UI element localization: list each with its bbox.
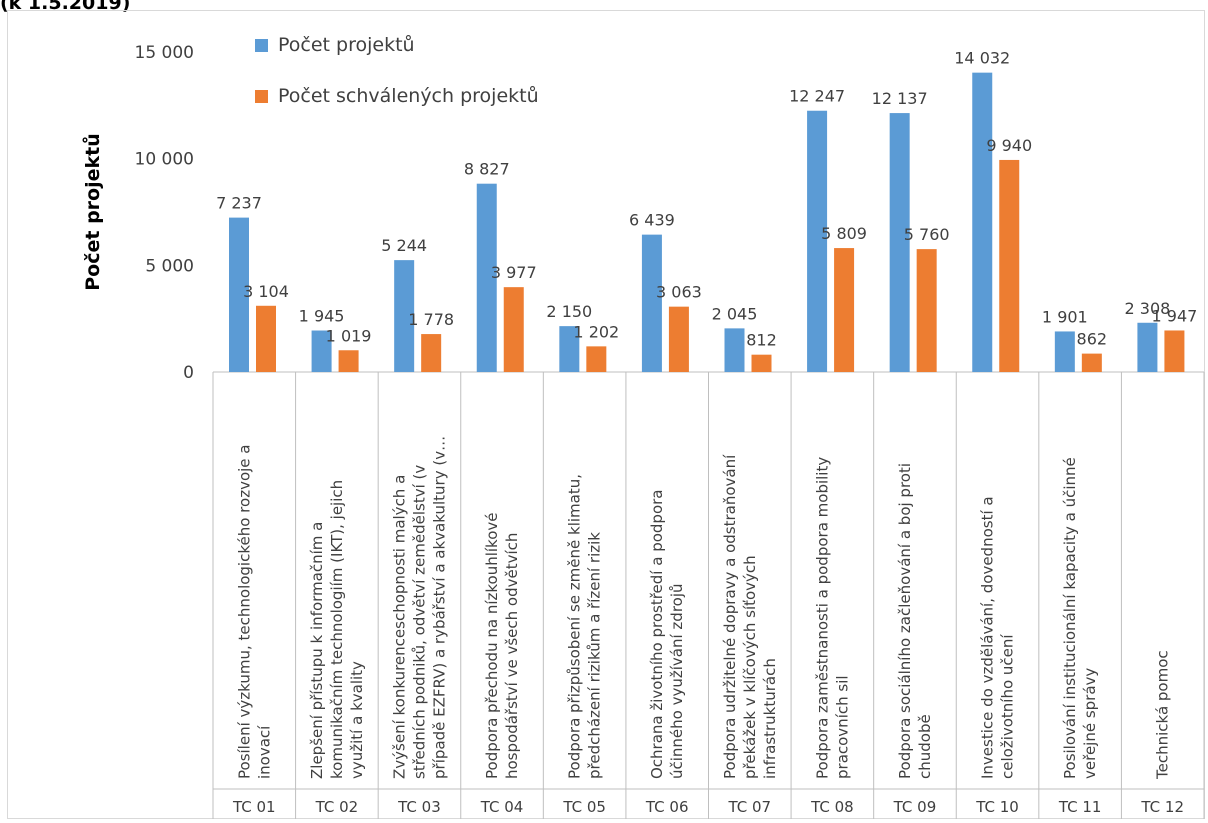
data-label: 3 977 — [491, 263, 537, 282]
bar-total-projects — [889, 113, 910, 372]
bar-approved-projects — [1081, 353, 1102, 372]
data-label: 5 809 — [821, 224, 867, 243]
category-code-label: TC 05 — [562, 798, 606, 816]
bar-approved-projects — [668, 306, 689, 372]
category-code-label: TC 01 — [232, 798, 276, 816]
data-label: 1 901 — [1042, 307, 1088, 326]
bar-total-projects — [807, 110, 828, 373]
category-name-label: hospodářství ve všech odvětvích — [503, 533, 521, 779]
data-label: 812 — [746, 331, 777, 350]
data-label: 9 940 — [986, 136, 1032, 155]
category-name-label: infrastrukturách — [761, 658, 779, 779]
data-label: 8 827 — [464, 160, 510, 179]
category-code-label: TC 08 — [810, 798, 854, 816]
bar-total-projects — [559, 326, 580, 372]
data-label: 3 104 — [243, 282, 289, 301]
category-code-label: TC 03 — [397, 798, 441, 816]
category-name-label: Podpora zaměstnanosti a podpora mobility — [813, 457, 831, 779]
bar-approved-projects — [503, 287, 524, 372]
category-code-label: TC 07 — [727, 798, 771, 816]
data-label: 1 945 — [299, 307, 345, 326]
bar-approved-projects — [1164, 330, 1185, 372]
category-code-label: TC 11 — [1058, 798, 1102, 816]
data-label: 5 760 — [904, 225, 950, 244]
bar-approved-projects — [999, 159, 1020, 372]
bar-total-projects — [1137, 322, 1158, 372]
bar-chart: Počet projektů 0 5 000 10 000 15 000 7 237 1 9… — [81, 34, 1205, 819]
category-name-label: Ochrana životního prostředí a podpora — [648, 490, 666, 779]
category-name-label: Investice do vzdělávání, dovedností a — [979, 496, 997, 779]
category-name-label: Podpora přechodu na nízkouhlíkové — [483, 513, 501, 779]
bar-approved-projects — [586, 346, 607, 372]
y-axis-label: Počet projektů — [81, 133, 104, 291]
data-label: 1 202 — [573, 322, 619, 341]
data-label: 1 947 — [1152, 306, 1198, 325]
bar-total-projects — [1054, 331, 1075, 372]
category-name-label: předcházení rizikům a řízení rizik — [586, 532, 604, 779]
data-label: 5 244 — [381, 236, 427, 255]
category-code-label: TC 12 — [1140, 798, 1184, 816]
category-name-label: Zvýšení konkurenceschopnosti malých a — [390, 475, 408, 779]
y-tick-label: 0 — [183, 363, 194, 383]
category-name-label: celoživotního učení — [999, 634, 1017, 779]
data-label: 862 — [1077, 330, 1108, 349]
category-name-label: Zlepšení přístupu k informačním a — [308, 522, 326, 779]
category-name-label: využití a kvality — [348, 661, 366, 779]
data-label: 2 045 — [712, 304, 758, 323]
data-label: 14 032 — [954, 49, 1010, 68]
category-name-label: překážek v klíčových síťových — [741, 555, 759, 779]
bar-total-projects — [476, 183, 497, 372]
data-label: 12 247 — [789, 87, 845, 106]
category-code-label: TC 04 — [480, 798, 524, 816]
bar-approved-projects — [256, 305, 276, 372]
data-label: 1 778 — [408, 310, 454, 329]
bar-total-projects — [641, 234, 662, 372]
legend-swatch — [255, 90, 268, 103]
data-label: 12 137 — [872, 89, 928, 108]
category-name-label: Technická pomoc — [1154, 650, 1172, 780]
category-name-label: Podpora sociálního začleňování a boj pro… — [896, 463, 914, 779]
bar-approved-projects — [916, 249, 937, 372]
data-label: 6 439 — [629, 211, 675, 230]
category-name-label: případě EZFRV) a rybářství a akvakultury… — [430, 436, 448, 779]
category-code-label: TC 06 — [645, 798, 689, 816]
category-name-label: Podpora přizpůsobení se změně klimatu, — [566, 474, 584, 779]
legend-entry: Počet schválených projektů — [278, 85, 539, 107]
category-name-label: Posilování institucionální kapacity a úč… — [1061, 457, 1079, 779]
bar-approved-projects — [421, 334, 442, 372]
bar-total-projects — [311, 330, 332, 372]
legend-entry: Počet projektů — [278, 34, 415, 56]
category-code-label: TC 09 — [893, 798, 937, 816]
data-label: 2 150 — [546, 302, 592, 321]
data-label: 2 308 — [1125, 299, 1171, 318]
bar-total-projects — [724, 328, 745, 372]
data-label: 3 063 — [656, 283, 702, 302]
y-tick-label: 5 000 — [145, 256, 194, 276]
y-tick-label: 10 000 — [135, 150, 194, 170]
bar-total-projects — [229, 217, 249, 372]
bar-approved-projects — [834, 248, 855, 372]
category-name-label: Posílení výzkumu, technologického rozvoj… — [235, 445, 253, 779]
category-name-label: komunikačním technologiím (IKT), jejich — [328, 480, 346, 779]
category-code-label: TC 10 — [975, 798, 1019, 816]
category-name-label: středních podniků, odvětví zemědělství (… — [410, 465, 428, 779]
bar-approved-projects — [751, 354, 772, 372]
category-name-label: veřejné správy — [1081, 668, 1099, 779]
category-code-label: TC 02 — [315, 798, 359, 816]
data-label: 7 237 — [216, 194, 262, 213]
category-name-label: chudobě — [916, 714, 934, 779]
category-name-label: inovací — [255, 725, 273, 779]
category-name-label: pracovních sil — [833, 675, 851, 779]
category-name-label: Podpora udržitelné dopravy a odstraňován… — [721, 454, 739, 779]
legend-swatch — [255, 39, 268, 52]
bar-approved-projects — [338, 350, 359, 372]
bar-total-projects — [394, 260, 415, 372]
bar-total-projects — [972, 72, 993, 372]
y-tick-label: 15 000 — [135, 43, 194, 63]
chart-area: Počet projektů 0 5 000 10 000 15 000 7 237 1 9… — [7, 10, 1205, 819]
data-label: 1 019 — [326, 326, 372, 345]
category-name-label: účinného využívání zdrojů — [668, 583, 686, 779]
